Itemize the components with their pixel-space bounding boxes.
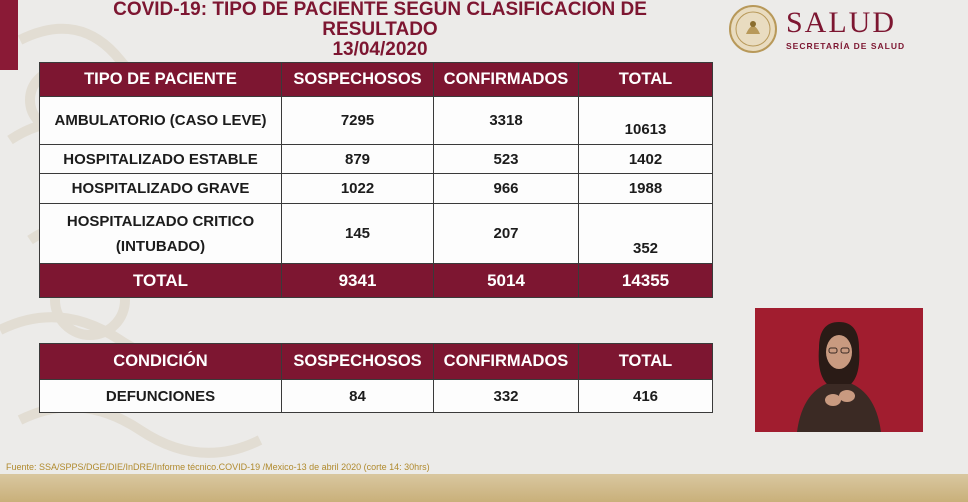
total-total: 14355	[578, 263, 713, 298]
page-title: COVID-19: TIPO DE PACIENTE SEGÚN CLASIFI…	[60, 0, 700, 60]
sign-language-interpreter-video	[755, 308, 923, 432]
row-confirmados: 523	[433, 144, 579, 174]
left-accent-tab	[0, 0, 18, 70]
table-row: DEFUNCIONES 84 332 416	[39, 379, 713, 413]
row-type-line-1: HOSPITALIZADO CRITICO	[66, 212, 255, 230]
row-sospechosos: 1022	[281, 173, 434, 204]
title-date: 13/04/2020	[332, 39, 428, 60]
row-condition: DEFUNCIONES	[39, 379, 282, 413]
row-type: HOSPITALIZADO GRAVE	[39, 173, 282, 204]
header-total: TOTAL	[578, 343, 713, 380]
table-total-row: TOTAL 9341 5014 14355	[39, 263, 713, 298]
header-sospechosos: SOSPECHOSOS	[281, 343, 434, 380]
row-type: HOSPITALIZADO ESTABLE	[39, 144, 282, 174]
row-confirmados: 207	[433, 203, 579, 264]
row-total: 10613	[578, 96, 713, 145]
row-confirmados: 966	[433, 173, 579, 204]
title-line-2: RESULTADO	[322, 19, 438, 40]
row-type: AMBULATORIO (CASO LEVE)	[39, 96, 282, 145]
row-confirmados: 332	[433, 379, 579, 413]
row-confirmados: 3318	[433, 96, 579, 145]
interpreter-figure	[797, 322, 881, 432]
header-confirmados: CONFIRMADOS	[433, 343, 579, 380]
source-footnote: Fuente: SSA/SPPS/DGE/DIE/InDRE/Informe t…	[6, 462, 430, 472]
row-total: 352	[578, 203, 713, 264]
row-total: 416	[578, 379, 713, 413]
logo-brand: SALUD	[786, 6, 897, 39]
table-row: AMBULATORIO (CASO LEVE) 7295 3318 10613	[39, 96, 713, 145]
title-line-1: COVID-19: TIPO DE PACIENTE SEGÚN CLASIFI…	[113, 0, 647, 20]
row-sospechosos: 145	[281, 203, 434, 264]
row-sospechosos: 84	[281, 379, 434, 413]
bottom-gold-band	[0, 474, 968, 502]
header-sospechosos: SOSPECHOSOS	[281, 62, 434, 97]
total-label: TOTAL	[39, 263, 282, 298]
row-total: 1402	[578, 144, 713, 174]
patient-type-table: TIPO DE PACIENTE SOSPECHOSOS CONFIRMADOS…	[39, 62, 713, 298]
table-row: HOSPITALIZADO GRAVE 1022 966 1988	[39, 173, 713, 204]
row-type-line-2: (INTUBADO)	[115, 237, 206, 255]
header-tipo: TIPO DE PACIENTE	[39, 62, 282, 97]
header-confirmados: CONFIRMADOS	[433, 62, 579, 97]
header-condicion: CONDICIÓN	[39, 343, 282, 380]
total-sospechosos: 9341	[281, 263, 434, 298]
salud-logo: SALUD SECRETARÍA DE SALUD	[728, 4, 928, 56]
row-sospechosos: 7295	[281, 96, 434, 145]
row-total: 1988	[578, 173, 713, 204]
table-row: HOSPITALIZADO CRITICO (INTUBADO) 145 207…	[39, 203, 713, 264]
table-header-row: CONDICIÓN SOSPECHOSOS CONFIRMADOS TOTAL	[39, 343, 713, 380]
table-header-row: TIPO DE PACIENTE SOSPECHOSOS CONFIRMADOS…	[39, 62, 713, 97]
header-total: TOTAL	[578, 62, 713, 97]
row-sospechosos: 879	[281, 144, 434, 174]
mexican-coat-of-arms-icon	[729, 5, 777, 53]
total-confirmados: 5014	[433, 263, 579, 298]
logo-subtitle: SECRETARÍA DE SALUD	[786, 41, 906, 51]
table-row: HOSPITALIZADO ESTABLE 879 523 1402	[39, 144, 713, 174]
row-type: HOSPITALIZADO CRITICO (INTUBADO)	[39, 203, 282, 264]
deaths-table: CONDICIÓN SOSPECHOSOS CONFIRMADOS TOTAL …	[39, 343, 713, 413]
